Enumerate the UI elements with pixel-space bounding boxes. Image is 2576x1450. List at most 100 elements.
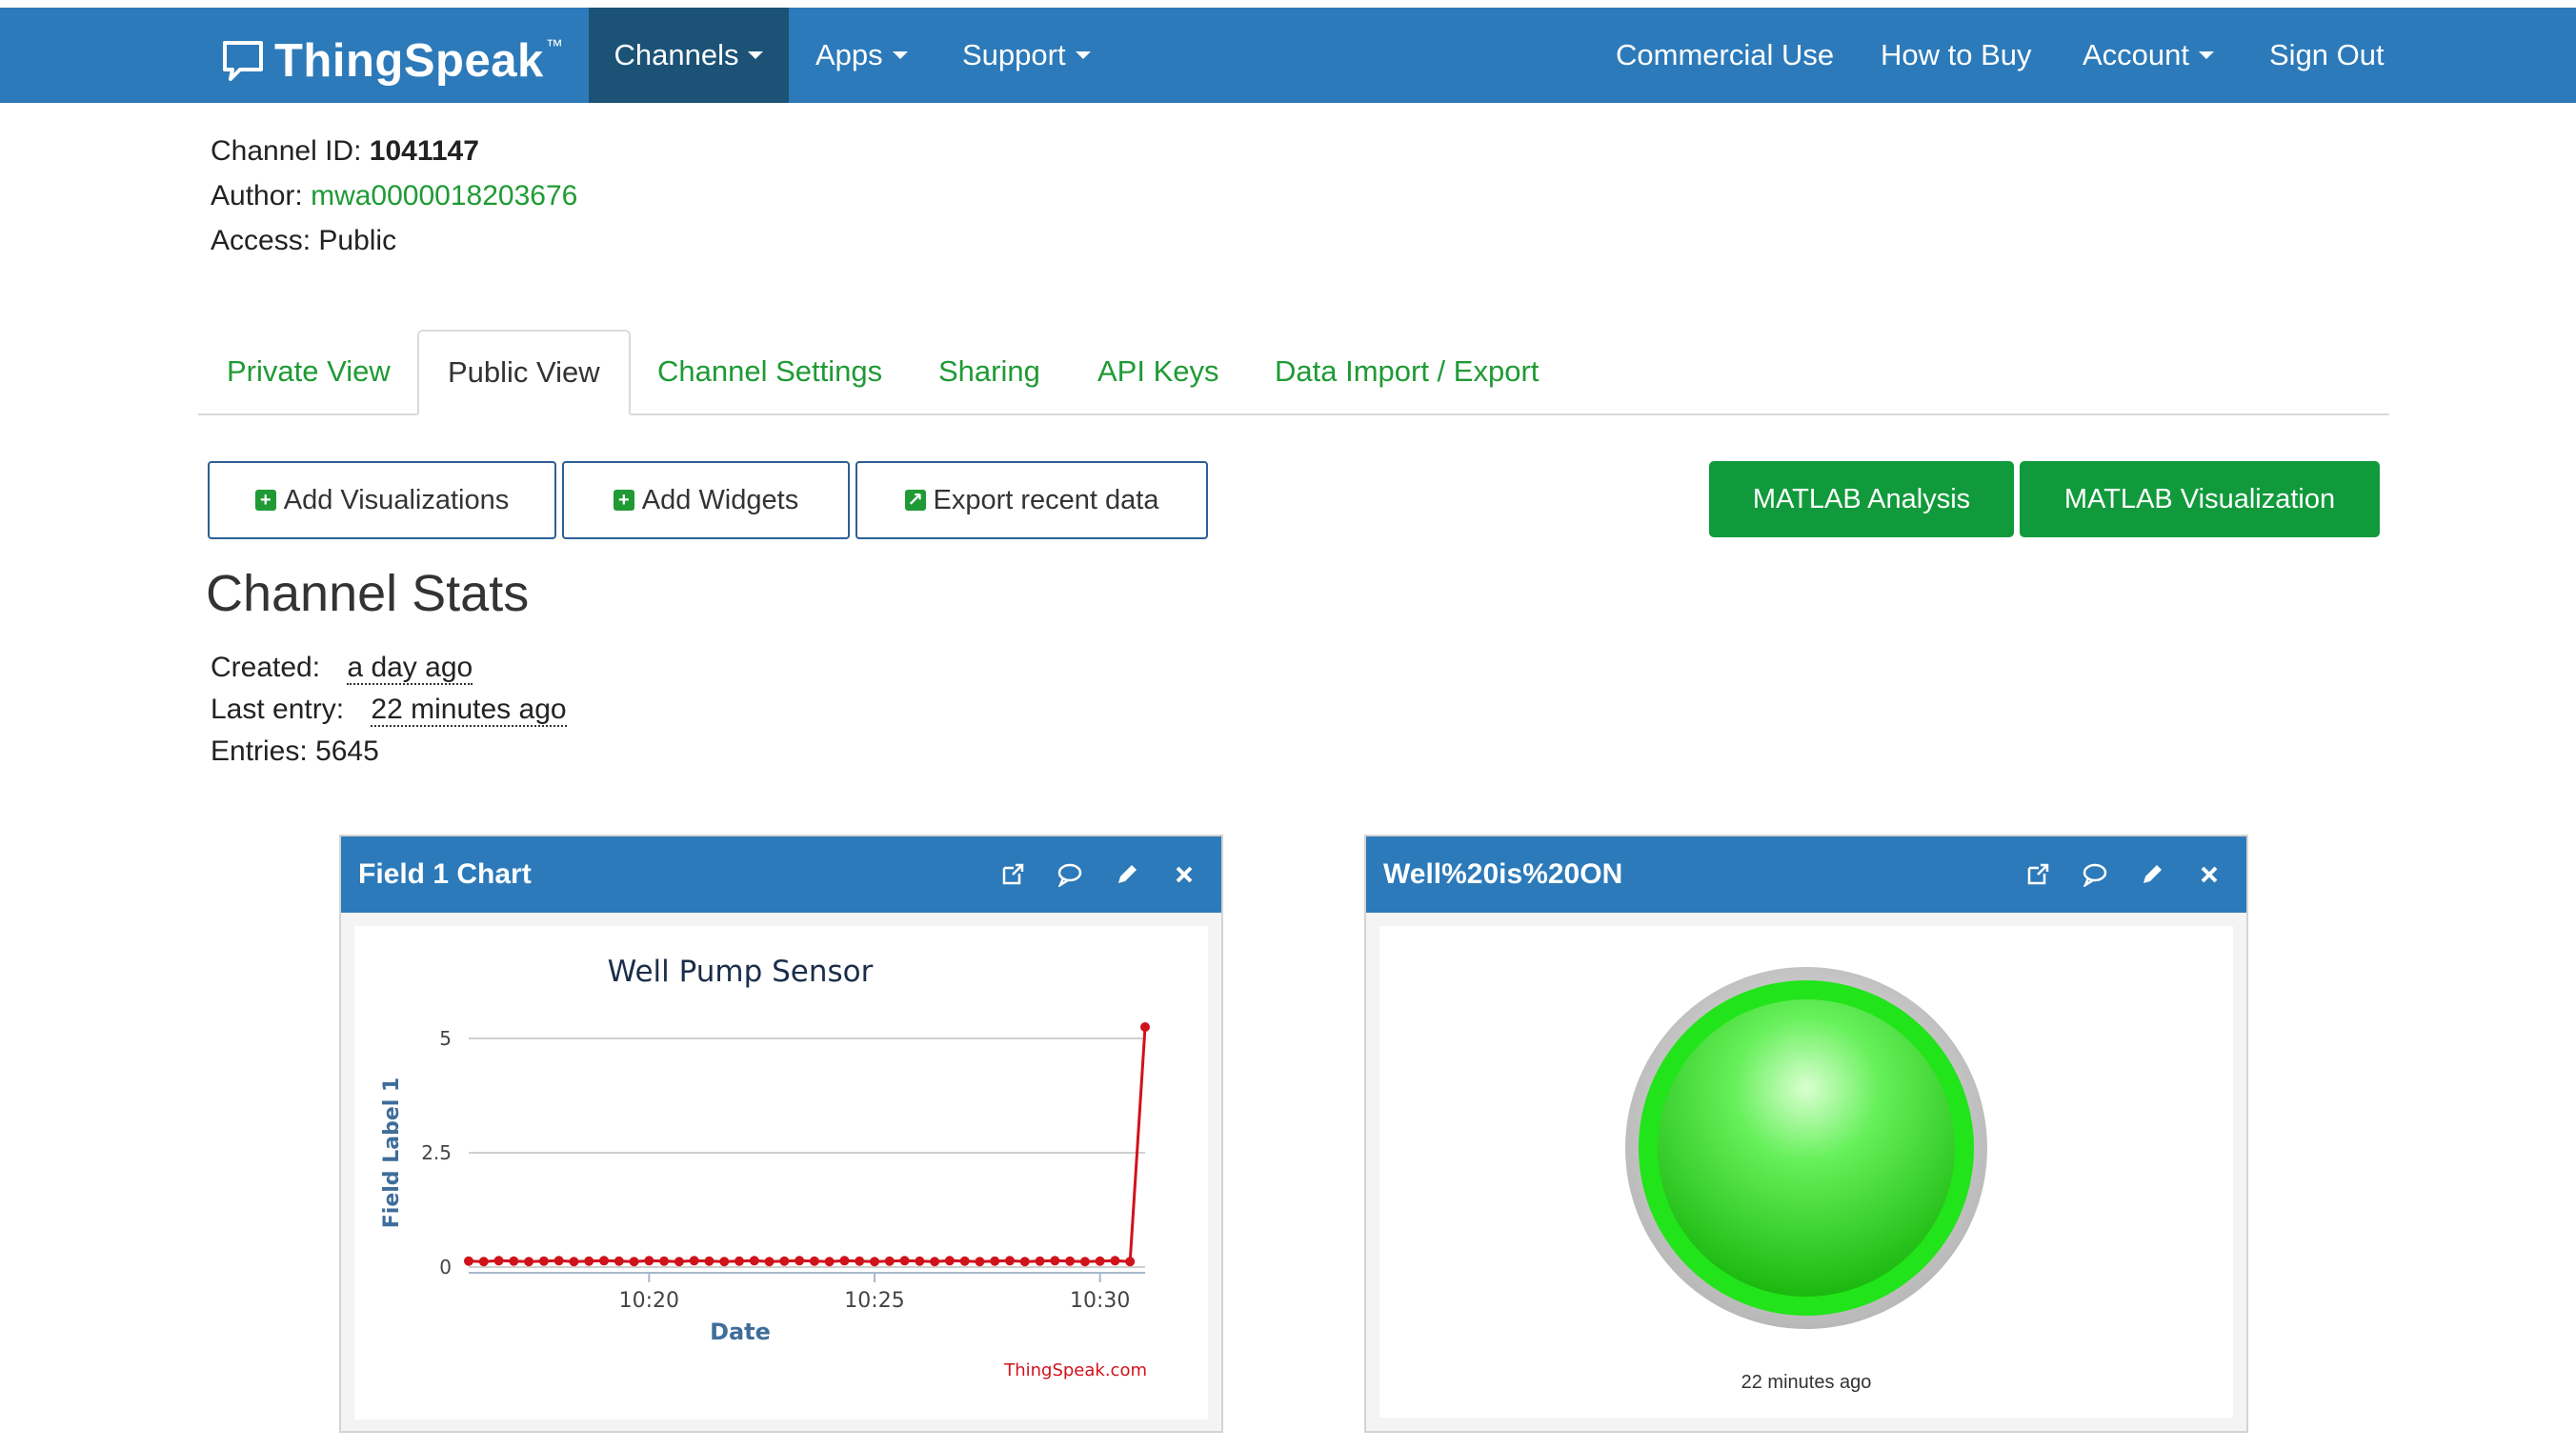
top-navbar: ThingSpeak ™ Channels Apps Support Comme… <box>0 8 2576 103</box>
data-point <box>1065 1256 1076 1266</box>
y-tick-label: 5 <box>439 1027 452 1050</box>
nav-support[interactable]: Support <box>962 8 1091 103</box>
tab-data-import-export[interactable]: Data Import / Export <box>1246 330 1567 413</box>
plus-icon: + <box>613 490 634 511</box>
tab-api-keys[interactable]: API Keys <box>1069 330 1248 413</box>
panel-tools <box>2023 836 2224 913</box>
channel-access-value: Public <box>318 225 397 256</box>
caret-down-icon <box>748 51 764 59</box>
data-point <box>478 1257 489 1267</box>
data-point <box>930 1257 940 1267</box>
channel-id-row: Channel ID: 1041147 <box>211 135 479 168</box>
x-tick-label: 10:20 <box>619 1289 679 1313</box>
pencil-icon[interactable] <box>1113 860 1141 889</box>
nav-commercial-use[interactable]: Commercial Use <box>1616 8 1834 103</box>
plus-icon: + <box>254 490 276 511</box>
lamp-indicator-panel: Well%20is%20ON 2 <box>1364 835 2248 1433</box>
data-point <box>1110 1256 1120 1266</box>
channel-author-link[interactable]: mwa0000018203676 <box>311 180 578 211</box>
field-1-chart-panel: Field 1 Chart Well Pump Sensor 0 2.5 5 10:20… <box>339 835 1223 1433</box>
nav-commercial-use-label: Commercial Use <box>1616 38 1835 71</box>
pencil-icon[interactable] <box>2138 860 2166 889</box>
data-point <box>644 1256 654 1266</box>
add-visualizations-label: Add Visualizations <box>283 484 510 515</box>
stat-last-entry-value: 22 minutes ago <box>371 694 567 727</box>
data-point <box>1050 1256 1060 1266</box>
lamp-light <box>1658 999 1955 1297</box>
data-point <box>764 1257 775 1267</box>
tab-sharing-label: Sharing <box>938 354 1040 388</box>
tab-channel-settings[interactable]: Channel Settings <box>629 330 911 413</box>
close-icon[interactable] <box>1170 860 1198 889</box>
channel-id-label: Channel ID: <box>211 135 362 167</box>
comment-icon[interactable] <box>1056 860 1084 889</box>
stat-entries-label: Entries: <box>211 735 308 767</box>
nav-account-label: Account <box>2083 38 2190 71</box>
data-point <box>1019 1257 1030 1267</box>
data-point <box>538 1256 549 1266</box>
lamp-area: 22 minutes ago <box>1379 926 2233 1418</box>
close-icon[interactable] <box>2195 860 2224 889</box>
add-visualizations-button[interactable]: + Add Visualizations <box>208 461 556 539</box>
stat-entries-value: 5645 <box>315 735 379 767</box>
data-point <box>990 1256 1000 1266</box>
data-point <box>464 1256 473 1266</box>
data-point <box>735 1256 744 1266</box>
panel-title: Well%20is%20ON <box>1383 858 1623 890</box>
nav-how-to-buy-label: How to Buy <box>1881 38 2032 71</box>
data-point <box>779 1256 790 1266</box>
lamp-last-update: 22 minutes ago <box>1741 1372 1872 1393</box>
nav-apps[interactable]: Apps <box>815 8 908 103</box>
x-tick-label: 10:30 <box>1070 1289 1130 1313</box>
nav-account[interactable]: Account <box>2083 8 2215 103</box>
nav-channels[interactable]: Channels <box>589 8 789 103</box>
stat-entries: Entries: 5645 <box>211 735 379 768</box>
data-point <box>569 1257 579 1267</box>
data-point <box>659 1256 670 1266</box>
channel-author-label: Author: <box>211 180 303 211</box>
export-recent-data-button[interactable]: ↗ Export recent data <box>855 461 1208 539</box>
tab-private-view-label: Private View <box>227 354 391 388</box>
data-point <box>824 1257 835 1267</box>
data-point <box>944 1256 955 1266</box>
add-widgets-label: Add Widgets <box>641 484 799 515</box>
data-point <box>809 1256 819 1266</box>
tab-channel-settings-label: Channel Settings <box>657 354 883 388</box>
data-point <box>524 1257 534 1267</box>
stat-last-entry: Last entry: 22 minutes ago <box>211 694 567 727</box>
panel-header: Well%20is%20ON <box>1366 836 2246 913</box>
series-line <box>468 1026 1147 1263</box>
matlab-analysis-button[interactable]: MATLAB Analysis <box>1709 461 2014 537</box>
data-point <box>629 1257 639 1267</box>
x-tick-label: 10:25 <box>844 1289 904 1313</box>
panel-header: Field 1 Chart <box>341 836 1221 913</box>
channel-tabs: Private View Public View Channel Setting… <box>198 330 2389 415</box>
matlab-analysis-label: MATLAB Analysis <box>1752 483 1971 514</box>
tab-public-view-label: Public View <box>448 355 600 389</box>
comment-icon[interactable] <box>2081 860 2109 889</box>
chart-credit: ThingSpeak.com <box>1003 1360 1147 1380</box>
tab-private-view[interactable]: Private View <box>198 330 419 413</box>
tab-data-import-export-label: Data Import / Export <box>1275 354 1540 388</box>
data-point <box>839 1256 850 1266</box>
data-point <box>509 1256 519 1266</box>
matlab-visualization-button[interactable]: MATLAB Visualization <box>2020 461 2380 537</box>
tab-public-view[interactable]: Public View <box>417 330 631 415</box>
stat-created-value: a day ago <box>347 652 473 685</box>
data-point <box>584 1256 594 1266</box>
add-widgets-button[interactable]: + Add Widgets <box>562 461 850 539</box>
tab-sharing[interactable]: Sharing <box>910 330 1069 413</box>
nav-sign-out[interactable]: Sign Out <box>2269 8 2385 103</box>
nav-how-to-buy[interactable]: How to Buy <box>1881 8 2032 103</box>
external-link-icon[interactable] <box>2023 860 2052 889</box>
data-point <box>1035 1256 1045 1266</box>
data-point <box>614 1256 624 1266</box>
panel-tools <box>998 836 1198 913</box>
y-tick-label: 2.5 <box>421 1141 452 1164</box>
brand-trademark: ™ <box>545 35 563 55</box>
data-point <box>689 1256 699 1266</box>
external-link-icon[interactable] <box>998 860 1027 889</box>
channel-stats-title: Channel Stats <box>206 565 530 622</box>
thingspeak-logo[interactable]: ThingSpeak ™ <box>221 34 563 88</box>
y-axis-label: Field Label 1 <box>380 1077 404 1228</box>
